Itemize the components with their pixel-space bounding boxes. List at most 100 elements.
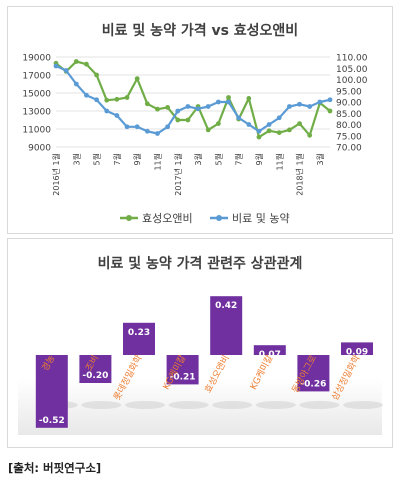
series-1-point [144, 128, 150, 134]
bar-chart-title: 비료 및 농약 가격 관련주 상관관계 [98, 255, 303, 272]
correlation-bar [123, 322, 155, 355]
x-axis-tick-label: 5월 [213, 153, 223, 165]
left-axis-tick-label: 9000 [28, 144, 51, 154]
correlation-bar [341, 342, 373, 355]
x-axis-tick-label: 9월 [254, 153, 264, 165]
series-1-point [165, 124, 171, 130]
x-axis-tick-label: 7월 [112, 153, 122, 165]
series-1-point [327, 97, 333, 103]
series-1-point [317, 99, 323, 105]
series-1-point [297, 101, 302, 107]
bar-shadow [255, 401, 296, 409]
bar-value-label: -0.21 [170, 372, 196, 382]
series-1-point [266, 122, 272, 127]
series-1-point [236, 115, 242, 121]
legend-label-fertilizer: 비료 및 농약 [232, 211, 290, 225]
price-vs-stock-chart-panel: 비료 및 농약 가격 vs 효성오앤비 9000 11000 13000 15000 1… [7, 6, 393, 234]
right-axis-tick-label: 80.00 [336, 121, 362, 131]
bar-value-label: -0.52 [39, 416, 65, 426]
series-0-point [175, 117, 181, 123]
series-1-point [246, 122, 252, 127]
series-0-point [114, 96, 120, 102]
series-1-point [175, 108, 181, 114]
x-axis-tick-label: 3월 [193, 153, 203, 165]
series-1-point [73, 81, 79, 87]
source-note: [출처: 버핏연구소] [8, 461, 102, 475]
series-1-point [53, 63, 59, 69]
series-1-point [84, 92, 89, 98]
x-axis-tick-label: 3월 [315, 153, 325, 165]
series-1-point [155, 131, 160, 136]
series-1-point [134, 124, 140, 130]
series-1-point [226, 99, 231, 105]
series-0-point [287, 127, 292, 133]
right-axis-tick-label: 70.00 [336, 144, 362, 154]
bar-value-label: -0.26 [300, 379, 326, 389]
series-0-point [124, 95, 130, 100]
series-0-point [307, 132, 313, 138]
series-1-point [276, 115, 282, 121]
series-0-point [297, 121, 302, 126]
legend-marker-fertilizer [216, 215, 222, 221]
bar-value-label: 0.09 [346, 347, 368, 357]
correlation-bar [79, 355, 112, 383]
correlation-bar [297, 355, 330, 392]
series-0-point [327, 108, 333, 114]
series-0-point [84, 61, 89, 67]
line-chart-legend: 효성오앤비 비료 및 농약 [120, 211, 290, 225]
bar-value-label: 0.42 [215, 301, 237, 311]
series-1-point [63, 68, 69, 73]
correlation-bar [253, 345, 286, 355]
right-axis-tick-label: 85.00 [336, 110, 362, 120]
x-axis-tick-label: 11월 [152, 153, 162, 171]
x-axis-tick-label: 3월 [71, 153, 81, 165]
line-chart-title: 비료 및 농약 가격 vs 효성오앤비 [102, 22, 298, 39]
x-axis-tick-label: 2018년 1월 [295, 153, 305, 196]
correlation-bar [166, 355, 199, 385]
correlation-bar [35, 355, 68, 428]
series-0-point [276, 130, 282, 135]
legend-marker-hyosung [126, 215, 132, 221]
series-1-point [114, 113, 120, 118]
series-0-point [226, 95, 231, 100]
series-1-point [215, 99, 221, 105]
bar-value-label: -0.20 [82, 371, 108, 381]
series-0-point [165, 105, 171, 110]
series-0-point [73, 59, 79, 64]
series-line-0 [55, 60, 331, 139]
bar-shadow [299, 401, 340, 409]
series-1-point [307, 104, 313, 109]
bar-value-label: 0.23 [128, 328, 150, 338]
left-axis-tick-label: 15000 [22, 90, 51, 100]
series-1-point [124, 124, 130, 130]
price-vs-stock-line-chart: 비료 및 농약 가격 vs 효성오앤비 9000 11000 13000 15000 1… [22, 22, 368, 225]
x-axis-tick-label: 2017년 1월 [173, 153, 183, 196]
bar-shadow [212, 401, 253, 409]
right-axis-tick-label: 105.00 [336, 65, 368, 75]
right-axis-tick-label: 95.00 [336, 87, 362, 97]
series-0-point [246, 96, 252, 101]
correlation-bar [210, 296, 243, 355]
series-0-point [94, 72, 99, 78]
left-axis-tick-label: 17000 [22, 72, 51, 82]
correlation-bar-chart: 비료 및 농약 가격 관련주 상관관계 -0.52 -0.20 0.23 -0.21 0… [18, 255, 383, 435]
series-1-point [287, 104, 292, 109]
series-0-point [205, 127, 211, 133]
series-line-1 [55, 64, 331, 135]
left-axis-tick-label: 13000 [22, 108, 51, 118]
bar-shadow [81, 401, 122, 409]
x-axis-tick-label: 7월 [234, 153, 244, 165]
series-0-point [185, 117, 191, 123]
right-axis-tick-label: 100.00 [336, 76, 368, 86]
series-1-point [205, 104, 211, 109]
legend-label-hyosung: 효성오앤비 [142, 212, 193, 225]
series-0-point [144, 101, 150, 107]
left-axis-tick-label: 19000 [22, 54, 51, 64]
bar-shadow [125, 401, 165, 409]
series-0-point [134, 76, 140, 81]
right-axis-tick-label: 90.00 [336, 99, 362, 109]
bar-shadow [343, 401, 383, 409]
x-axis-tick-label: 11월 [274, 153, 284, 171]
bar-shadow [168, 401, 209, 409]
x-axis-tick-label: 9월 [132, 153, 142, 165]
